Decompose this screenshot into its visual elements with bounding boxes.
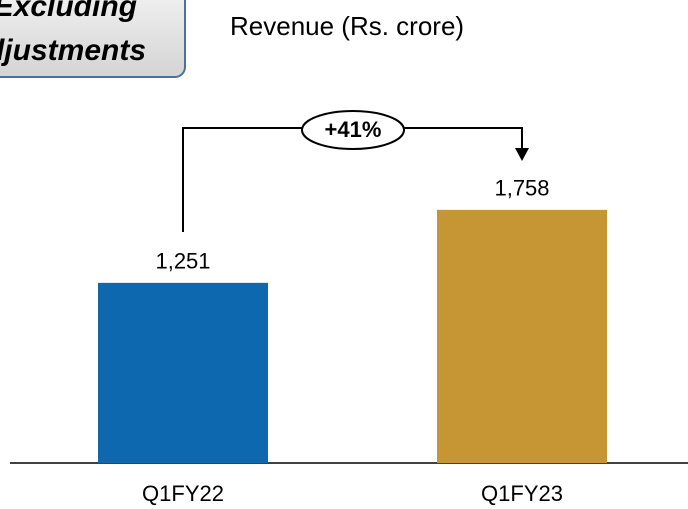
growth-oval bbox=[301, 110, 405, 150]
bar bbox=[437, 209, 607, 463]
bar bbox=[98, 282, 268, 463]
badge-box bbox=[0, 0, 186, 78]
badge-line: Excluding bbox=[0, 0, 137, 23]
x-tick-label: Q1FY23 bbox=[481, 481, 563, 506]
badge-line: Adjustments bbox=[0, 34, 146, 67]
value-label: 1,251 bbox=[155, 249, 210, 274]
x-tick-label: Q1FY22 bbox=[142, 481, 224, 506]
growth-label: +41% bbox=[325, 117, 382, 142]
value-label: 1,758 bbox=[494, 176, 549, 201]
arrow-head bbox=[515, 148, 529, 161]
chart-title: Revenue (Rs. crore) bbox=[230, 11, 464, 41]
